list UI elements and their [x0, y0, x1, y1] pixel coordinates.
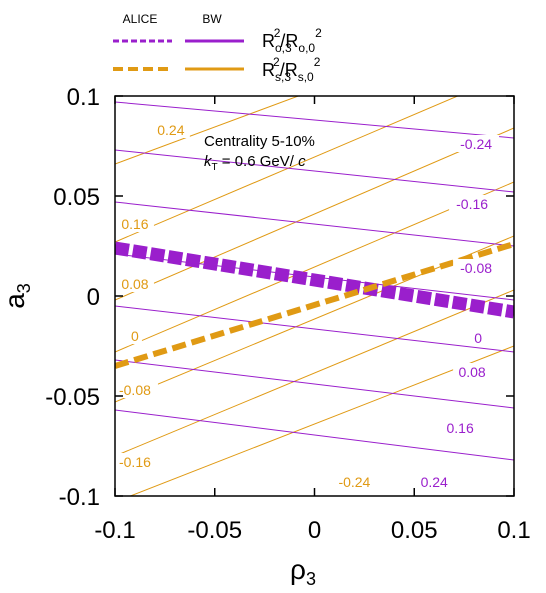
y-tick-label: 0.05 [53, 184, 100, 211]
contour-side-label: 0 [131, 328, 139, 344]
contour-out-label-bg [415, 473, 454, 490]
contour-out-label-bg [449, 195, 496, 212]
x-axis-label: ρ3 [290, 554, 316, 589]
contour-out-line [115, 101, 514, 139]
contour-side-label: -0.08 [119, 382, 151, 398]
contour-out-label: -0.08 [460, 260, 492, 276]
contour-out-line [115, 149, 514, 193]
contour-side-line [115, 96, 459, 243]
contour-side-label-bg [115, 275, 154, 292]
contour-out-line [115, 201, 514, 247]
contour-out-line [115, 305, 514, 353]
x-tick-label: 0.05 [391, 517, 438, 544]
contour-side-label: -0.16 [119, 454, 151, 470]
contour-out-label-bg [441, 419, 480, 436]
annotation-kt: kT = 0.6 GeV/ c [204, 153, 306, 173]
legend: ALICE BW Ro,32/Ro,02 Rs,32/Rs,02 [113, 12, 322, 84]
contour-side-label-bg [115, 215, 154, 232]
plot-area [115, 96, 514, 496]
legend-col-alice: ALICE [123, 12, 158, 26]
contour-out-line [115, 359, 514, 409]
y-tick-label: -0.1 [59, 484, 100, 511]
alice-out-series [115, 241, 514, 319]
x-tick-label: 0 [308, 517, 321, 544]
alice-side-series [115, 241, 514, 369]
contour-out-label: 0 [474, 330, 482, 346]
x-tick-label: -0.05 [187, 517, 242, 544]
contour-side-label: 0.08 [121, 276, 148, 292]
contour-out-label: -0.24 [460, 136, 492, 152]
contour-out-label: 0.16 [447, 420, 474, 436]
contour-out-label: -0.16 [456, 196, 488, 212]
annotation-centrality: Centrality 5-10% [204, 133, 315, 150]
y-tick-label: 0 [87, 284, 100, 311]
contour-side-line [115, 96, 300, 165]
contour-side-line [115, 181, 514, 353]
contour-out-line [115, 409, 514, 461]
contour-out-label: 0.24 [421, 474, 448, 490]
contour-out-label-bg [453, 135, 500, 152]
contour-side-label-bg [151, 121, 190, 138]
x-tick-label: 0.1 [497, 517, 530, 544]
contour-side-line [115, 127, 514, 301]
y-tick-label: -0.05 [45, 384, 100, 411]
contour-side-label-bg [127, 327, 142, 344]
contour-side-line [115, 289, 514, 457]
contour-out-label-bg [453, 363, 492, 380]
x-tick-label: -0.1 [94, 517, 135, 544]
contour-side-label: -0.24 [338, 474, 370, 490]
contour-out-label-bg [471, 329, 486, 346]
contour-out-label: 0.08 [458, 364, 485, 380]
contour-out-label-bg [453, 259, 500, 276]
legend-out-label: Ro,32/Ro,02 [262, 26, 322, 55]
contour-side-label: 0.16 [121, 216, 148, 232]
contour-side-label: 0.24 [157, 122, 184, 138]
legend-col-bw: BW [202, 12, 222, 26]
contour-side-label-bg [111, 453, 158, 470]
axis-ticks: -0.1 -0.05 0 0.05 0.1 0.1 0.05 0 -0.05 -0.1 [45, 84, 530, 544]
y-tick-label: 0.1 [67, 84, 100, 111]
y-axis-label: a3 [0, 283, 34, 309]
legend-side-label: Rs,32/Rs,02 [262, 55, 321, 84]
annotation: Centrality 5-10% kT = 0.6 GeV/ c [204, 133, 315, 173]
contour-side-line [128, 345, 514, 496]
contour-labels: 0.24 0.16 0.08 0 -0.08 -0.16 -0.24 -0.24 -0.16 -0… [111, 121, 500, 490]
contour-side-label-bg [111, 381, 158, 398]
contour-side-label-bg [331, 473, 378, 490]
